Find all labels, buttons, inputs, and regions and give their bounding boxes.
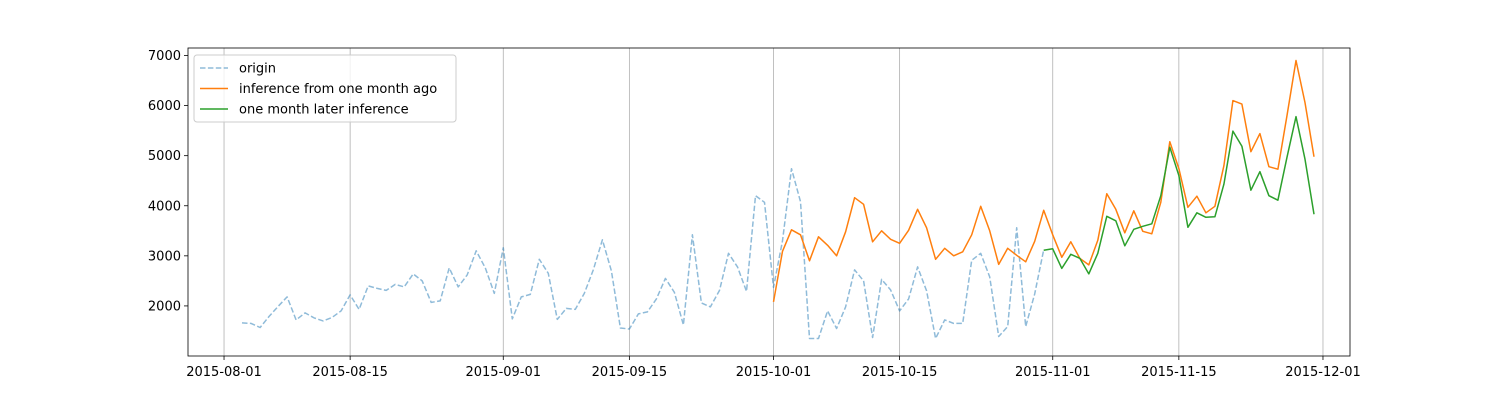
x-tick-label: 2015-11-15 bbox=[1141, 365, 1217, 380]
x-tick-label: 2015-08-15 bbox=[312, 365, 388, 380]
x-tick-label: 2015-09-01 bbox=[465, 365, 541, 380]
y-tick-label: 3000 bbox=[148, 249, 181, 264]
series-line bbox=[241, 167, 1045, 340]
series-layer bbox=[241, 59, 1315, 340]
y-tick-label: 5000 bbox=[148, 149, 181, 164]
y-tick-label: 4000 bbox=[148, 199, 181, 214]
x-tick-label: 2015-12-01 bbox=[1285, 365, 1361, 380]
legend-frame bbox=[193, 54, 457, 123]
x-axis: 2015-08-01 2015-08-15 2015-09-01 2015-09-15… bbox=[186, 356, 1361, 380]
legend-label: one month later inference bbox=[239, 103, 409, 118]
x-tick-label: 2015-09-15 bbox=[592, 365, 668, 380]
y-tick-label: 7000 bbox=[148, 49, 181, 64]
plot-area-frame bbox=[187, 47, 1351, 357]
series-1 bbox=[772, 59, 1315, 303]
y-tick-label: 2000 bbox=[148, 299, 181, 314]
legend-label: inference from one month ago bbox=[239, 82, 437, 97]
series-2 bbox=[1043, 115, 1315, 275]
x-tick-label: 2015-08-01 bbox=[186, 365, 262, 380]
series-line bbox=[772, 59, 1315, 303]
series-0 bbox=[241, 167, 1045, 340]
series-line bbox=[1043, 115, 1315, 275]
x-tick-label: 2015-10-01 bbox=[736, 365, 812, 380]
y-tick-label: 6000 bbox=[148, 99, 181, 114]
legend-label: origin bbox=[239, 62, 276, 77]
legend: origin inference from one month ago one mo… bbox=[193, 54, 457, 123]
x-tick-label: 2015-11-01 bbox=[1015, 365, 1091, 380]
x-tick-label: 2015-10-15 bbox=[862, 365, 938, 380]
y-axis: 2000 3000 4000 5000 6000 7000 bbox=[148, 49, 188, 314]
